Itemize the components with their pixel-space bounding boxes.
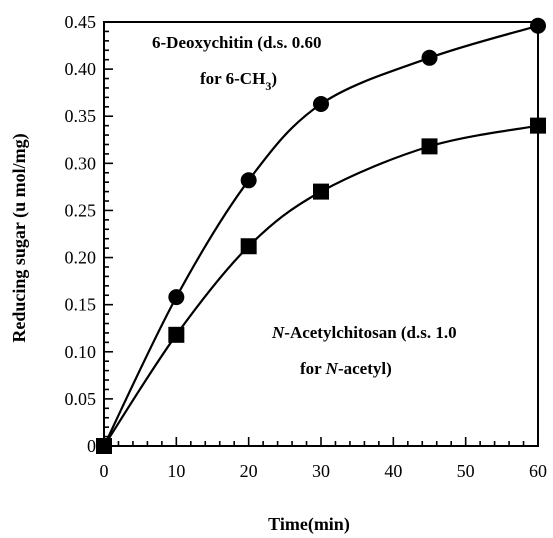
x-axis-ticks [103, 437, 539, 446]
y-tick-label: 0.15 [65, 295, 97, 315]
y-tick-label: 0.20 [65, 248, 97, 268]
square-marker-point [421, 138, 438, 155]
y-tick-label: 0 [87, 436, 96, 456]
square-marker-point [168, 326, 185, 343]
y-tick-label: 0.10 [65, 342, 97, 362]
square-marker-point [240, 238, 257, 255]
square-marker-point [313, 183, 329, 200]
x-tick-label: 60 [529, 461, 547, 481]
plot-frame-rect [103, 21, 539, 447]
y-tick-label: 0.05 [65, 389, 97, 409]
plot-frame [103, 21, 539, 447]
y-tick-label: 0.45 [65, 12, 97, 32]
series-line-square [103, 124, 539, 447]
annotation-deoxychitin-line1: 6-Deoxychitin (d.s. 0.60 [152, 33, 322, 52]
y-axis-tick-labels: 0 0.05 0.10 0.15 0.20 0.25 0.30 0.35 0.40 0.45 [65, 12, 97, 456]
x-tick-label: 20 [240, 461, 258, 481]
x-axis-tick-labels: 0 10 20 30 40 50 60 [100, 461, 548, 481]
y-tick-label: 0.30 [65, 153, 97, 173]
x-tick-label: 40 [384, 461, 402, 481]
series-layer [96, 17, 546, 454]
x-tick-label: 10 [167, 461, 185, 481]
circle-marker-point [168, 289, 185, 306]
y-tick-label: 0.40 [65, 59, 97, 79]
circle-marker-point [530, 17, 546, 34]
y-axis-title: Reducing sugar (u mol/mg) [9, 133, 30, 342]
circle-marker-point [421, 49, 438, 66]
y-tick-label: 0.35 [65, 106, 97, 126]
x-tick-label: 50 [457, 461, 475, 481]
series-circle [96, 17, 546, 454]
circle-marker-point [240, 172, 257, 189]
series-square [96, 117, 546, 454]
x-tick-label: 30 [312, 461, 330, 481]
annotation-acetylchitosan-line2: for N-acetyl) [300, 359, 392, 378]
annotation-acetylchitosan-line1: N-Acetylchitosan (d.s. 1.0 [271, 323, 457, 342]
square-marker-point [530, 117, 546, 134]
y-tick-label: 0.25 [65, 200, 97, 220]
series-line-circle [103, 24, 539, 447]
x-tick-label: 0 [100, 461, 109, 481]
circle-marker-point [313, 95, 329, 112]
x-axis-title: Time(min) [268, 514, 350, 535]
annotation-deoxychitin-line2: for 6-CH3) [200, 69, 277, 93]
square-marker-point [96, 438, 112, 454]
y-axis-ticks [104, 21, 113, 447]
